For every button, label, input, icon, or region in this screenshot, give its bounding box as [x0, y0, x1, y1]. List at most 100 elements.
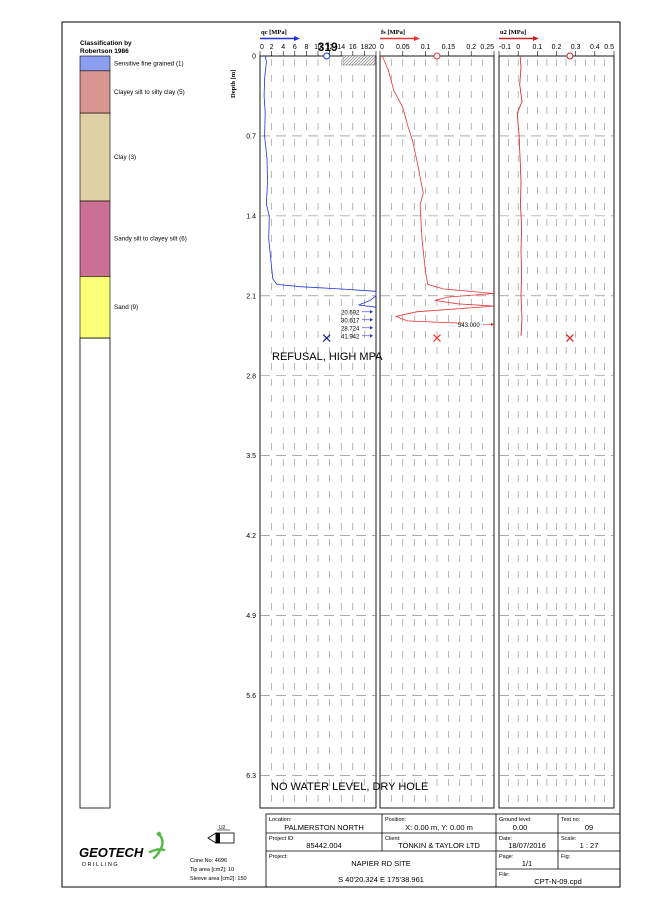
panel-u2: u2 [MPa] -0.1 0 0.1 0.2 0.3 0.4 0.5 [498, 29, 615, 809]
ground-level-value: 0.00 [513, 823, 528, 832]
x-tick-label-fs: 0 [380, 44, 384, 51]
x-tick-label-u2: 0 [516, 44, 520, 51]
end-of-test-marker-u2 [565, 334, 574, 342]
legend-item-label: Sandy silt to clayey silt (6) [114, 236, 187, 243]
x-tick-label-u2: 0.3 [571, 44, 581, 51]
fig-label: Fig: [561, 854, 571, 860]
max-value-label: 319 [318, 40, 338, 54]
off-scale-value-qc: 28.724 [341, 326, 360, 332]
info-table [265, 813, 621, 888]
soil-classification-column [79, 55, 111, 809]
project-id-value: 85442.004 [306, 841, 341, 850]
depth-tick-label: 0.7 [246, 133, 256, 140]
axis-title-fs: fs [MPa] [381, 29, 405, 36]
water-level-note: NO WATER LEVEL, DRY HOLE [271, 781, 428, 793]
x-tick-label-qc: 4 [281, 44, 285, 51]
client-label: Client: [385, 836, 401, 842]
x-tick-label-qc: 6 [293, 44, 297, 51]
depth-tick-label: 1.4 [246, 213, 256, 220]
legend-title-line2: Robertson 1986 [80, 48, 129, 55]
cone-label: U2 [219, 825, 226, 831]
axis-title-qc: qc [MPa] [261, 29, 287, 36]
page-label: Page: [499, 854, 514, 860]
x-tick-label-qc: 2 [270, 44, 274, 51]
file-value: CPT-N-09.cpd [534, 877, 582, 886]
x-tick-label-u2: 0.1 [532, 44, 542, 51]
top-marker-fs [433, 52, 441, 60]
legend-item-label: Sensitive fine grained (1) [114, 60, 184, 67]
top-marker-qc [323, 52, 331, 60]
project-label: Project: [269, 854, 288, 860]
unclassified-column [79, 337, 111, 809]
x-tick-label-fs: 0.15 [442, 44, 456, 51]
cpt-chart: Depth [m] 0 0.7 1.4 2.1 2.8 3.5 4.2 4.9 5.6 6.3 qc… [230, 29, 615, 809]
end-of-test-marker-qc [322, 334, 331, 342]
x-tick-label-qc: 18 [361, 44, 369, 51]
info-table-cells: Location: PALMERSTON NORTH Position: X: … [269, 817, 598, 886]
series-line-u2 [516, 55, 523, 336]
position-value: X: 0.00 m, Y: 0.00 m [405, 823, 473, 832]
soil-layer-5 [79, 276, 111, 339]
panel-grid [380, 56, 494, 808]
scale-value: 1 : 27 [580, 841, 599, 850]
panel-qc: qc [MPa] 0 2 4 6 8 10 12 14 16 18 20 20.692 30.617 28.… [259, 29, 377, 809]
date-label: Date: [499, 836, 513, 842]
depth-tick-label: 2.8 [246, 373, 256, 380]
depth-tick-label: 4.9 [246, 613, 256, 620]
scale-label: Scale: [561, 836, 577, 842]
off-scale-hatch [342, 55, 376, 66]
page-value: 1/1 [522, 859, 532, 868]
x-tick-label-fs: 0.2 [466, 44, 476, 51]
legend-item-label: Clayey silt to silty clay (5) [114, 89, 185, 96]
page-frame [61, 21, 621, 888]
x-tick-label-qc: 16 [349, 44, 357, 51]
test-no-value: 09 [585, 823, 593, 832]
x-tick-label-fs: 0.1 [421, 44, 431, 51]
classification-legend: Classification by Robertson 1986 Sensiti… [79, 40, 187, 809]
x-tick-label-u2: 0.2 [552, 44, 562, 51]
x-tick-label-qc: 20 [368, 44, 376, 51]
depth-tick-label: 3.5 [246, 453, 256, 460]
axis-title-u2: u2 [MPa] [500, 29, 526, 36]
soil-layer-4 [79, 200, 111, 277]
cone-icon: U2 [207, 825, 235, 844]
chart-panels: qc [MPa]0 2 4 6 8 10 12 14 16 18 2020.69230.61728.… [259, 29, 615, 809]
project-id-label: Project ID: [269, 836, 295, 842]
depth-tick-label: 0 [252, 54, 256, 61]
x-tick-label-fs: 0.25 [480, 44, 494, 51]
depth-tick-label: 5.6 [246, 693, 256, 700]
legend-title-line1: Classification by [80, 40, 132, 47]
depth-axis: Depth [m] 0 0.7 1.4 2.1 2.8 3.5 4.2 4.9 5.6 6.3 [230, 54, 256, 780]
depth-tick-label: 4.2 [246, 533, 256, 540]
x-tick-label-u2: -0.1 [499, 44, 511, 51]
axis-arrow-icon [533, 36, 539, 41]
soil-layer-3 [79, 112, 111, 202]
footer-block: GEOTECH D R I L L I N G U2 Cone No: 4696… [79, 813, 621, 888]
position-label: Position: [385, 817, 407, 823]
end-of-test-marker-fs [433, 334, 441, 342]
off-scale-value-qc: 20.692 [341, 310, 360, 316]
panel-fs: fs [MPa] 0 0.05 0.1 0.15 0.2 0.25 543.000 [379, 29, 495, 809]
x-tick-label-qc: 12 [326, 44, 334, 51]
series-line-qc [263, 55, 377, 308]
tip-area: Tip area [cm2]: 10 [190, 867, 234, 873]
logo-wordmark: GEOTECH [79, 845, 144, 860]
logo-subtitle: D R I L L I N G [82, 862, 118, 868]
depth-tick-label: 6.3 [246, 773, 256, 780]
cone-number: Cone No: 4696 [190, 858, 227, 864]
depth-axis-label: Depth [m] [230, 70, 237, 98]
soil-class-labels: Sensitive fine grained (1) Clayey silt to… [114, 60, 187, 311]
logo-runner-icon [148, 831, 166, 860]
client-value: TONKIN & TAYLOR LTD [398, 841, 480, 850]
location-label: Location: [269, 817, 292, 823]
x-tick-label-qc: 14 [337, 44, 345, 51]
test-no-label: Test no: [561, 817, 581, 823]
x-tick-label-qc: 0 [260, 44, 264, 51]
ground-level-label: Ground level: [499, 817, 532, 823]
x-tick-label-qc: 8 [304, 44, 308, 51]
file-label: File: [499, 872, 510, 878]
axis-arrow-icon [414, 36, 420, 41]
soil-layer-2 [79, 70, 111, 114]
axis-arrow-icon [294, 36, 300, 41]
off-scale-value-qc: 41.942 [341, 334, 360, 340]
